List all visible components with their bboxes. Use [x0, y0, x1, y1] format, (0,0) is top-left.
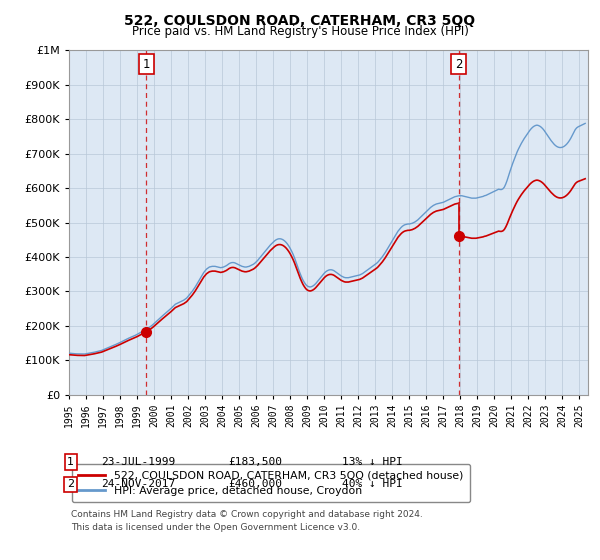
Text: Price paid vs. HM Land Registry's House Price Index (HPI): Price paid vs. HM Land Registry's House …: [131, 25, 469, 38]
Text: £460,000: £460,000: [228, 479, 282, 489]
Text: 1: 1: [67, 457, 74, 467]
Text: 1: 1: [143, 58, 150, 71]
Text: 23-JUL-1999: 23-JUL-1999: [101, 457, 175, 467]
Legend: 522, COULSDON ROAD, CATERHAM, CR3 5QQ (detached house), HPI: Average price, deta: 522, COULSDON ROAD, CATERHAM, CR3 5QQ (d…: [72, 464, 470, 502]
Text: 13% ↓ HPI: 13% ↓ HPI: [342, 457, 403, 467]
Text: 24-NOV-2017: 24-NOV-2017: [101, 479, 175, 489]
Text: This data is licensed under the Open Government Licence v3.0.: This data is licensed under the Open Gov…: [71, 523, 360, 532]
Text: £183,500: £183,500: [228, 457, 282, 467]
Text: Contains HM Land Registry data © Crown copyright and database right 2024.: Contains HM Land Registry data © Crown c…: [71, 510, 422, 519]
Text: 2: 2: [455, 58, 463, 71]
Text: 40% ↓ HPI: 40% ↓ HPI: [342, 479, 403, 489]
Text: 522, COULSDON ROAD, CATERHAM, CR3 5QQ: 522, COULSDON ROAD, CATERHAM, CR3 5QQ: [124, 14, 476, 28]
Text: 2: 2: [67, 479, 74, 489]
